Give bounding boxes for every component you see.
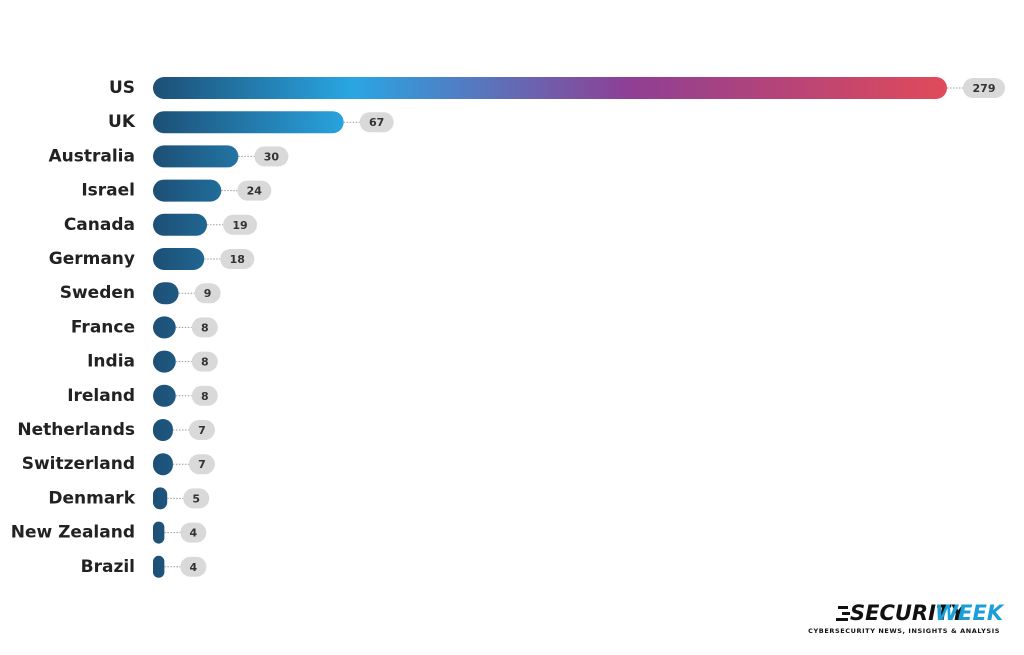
value-pill [191, 317, 218, 338]
value-pill [183, 488, 210, 509]
category-label: Ireland [67, 386, 135, 406]
value-pill [191, 385, 218, 406]
logo-tagline: CYBERSECURITY NEWS, INSIGHTS & ANALYSIS [808, 627, 1000, 635]
bar [153, 316, 176, 339]
category-label: Denmark [48, 488, 135, 508]
bar [153, 179, 222, 202]
bar [153, 555, 165, 578]
bar [153, 248, 205, 270]
value-pill [963, 78, 1005, 98]
category-label: France [71, 317, 135, 337]
category-label: Netherlands [17, 420, 135, 440]
value-pill [254, 146, 289, 167]
category-label: UK [108, 112, 136, 132]
value-label: 9 [204, 287, 212, 300]
value-label: 8 [201, 356, 209, 369]
value-pill [188, 454, 215, 475]
category-label: Germany [49, 249, 135, 269]
category-label: Switzerland [22, 454, 135, 474]
value-label: 5 [192, 492, 200, 505]
category-label: Australia [49, 146, 136, 166]
logo-name-blue: WEEK [935, 601, 1005, 625]
logo-speed-lines [836, 606, 850, 621]
value-label: 30 [264, 150, 280, 163]
value-label: 18 [230, 253, 245, 266]
bar [153, 77, 947, 99]
category-label: India [87, 352, 135, 372]
bar [153, 521, 165, 544]
bar [153, 145, 239, 168]
category-label: Brazil [81, 557, 135, 577]
bar [153, 350, 176, 373]
value-label: 4 [190, 527, 198, 540]
value-pill [180, 522, 207, 543]
value-pill [191, 351, 218, 372]
value-pill [220, 249, 255, 269]
bar [153, 213, 208, 236]
category-label: US [109, 78, 135, 98]
bar [153, 487, 168, 510]
value-label: 24 [247, 185, 263, 198]
bar [153, 419, 173, 441]
category-label: New Zealand [11, 523, 135, 543]
value-label: 4 [190, 561, 198, 574]
value-pill [359, 112, 394, 133]
value-label: 7 [198, 458, 206, 471]
category-label: Sweden [60, 283, 135, 303]
value-label: 279 [973, 82, 996, 95]
value-label: 67 [369, 116, 384, 129]
value-pill [223, 214, 258, 235]
value-pill [188, 420, 215, 440]
brand-logo: SECURITY WEEK CYBERSECURITY NEWS, INSIGH… [808, 601, 1005, 635]
bar [153, 111, 344, 134]
value-pill [180, 556, 207, 577]
value-pill [194, 283, 221, 304]
value-label: 19 [232, 219, 247, 232]
category-label: Israel [81, 181, 135, 201]
bar [153, 282, 179, 305]
value-label: 8 [201, 390, 209, 403]
bar [153, 453, 173, 476]
bar [153, 384, 176, 407]
logo-name-dark: SECURITY [850, 601, 967, 625]
category-label: Canada [64, 215, 135, 235]
value-pill [237, 180, 272, 201]
value-label: 8 [201, 321, 209, 334]
value-label: 7 [198, 424, 206, 437]
